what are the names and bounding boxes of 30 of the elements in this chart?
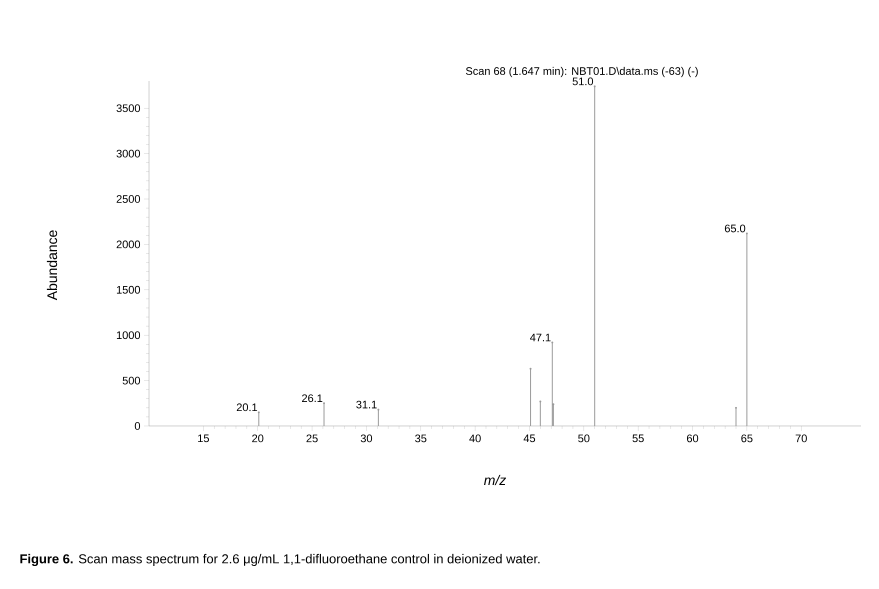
y-tick-label: 2000 [116, 240, 140, 248]
x-tick-label: 20 [252, 434, 264, 442]
x-tick-label: 55 [632, 434, 644, 442]
y-tick-label: 500 [122, 376, 140, 384]
y-tick-label: 0 [134, 422, 140, 430]
annotation: 20.1 [236, 403, 258, 412]
y-tick-label: 1000 [116, 331, 140, 340]
y-tick-label: 3500 [116, 104, 140, 112]
annotation: 65.0 [724, 224, 746, 232]
annotation: 51.0 [572, 77, 594, 86]
annotation: 31.1 [356, 400, 377, 408]
y-tick-label: 3000 [116, 150, 140, 158]
x-tick-label: 70 [796, 434, 807, 442]
x-tick-label: 40 [469, 434, 481, 442]
y-tick-label: 2500 [116, 195, 140, 203]
x-tick-label: 60 [686, 434, 698, 442]
annotation: 26.1 [302, 394, 322, 402]
y-axis-title: Abundance [46, 230, 58, 300]
chart-title: Scan 68 (1.647 min): NBT01.D\data.ms (-63) (-) [466, 66, 698, 78]
x-tick-label: 45 [524, 434, 536, 442]
x-tick-label: 50 [578, 434, 590, 442]
x-axis-title: m/z [484, 474, 506, 486]
annotation: 47.1 [530, 334, 551, 342]
text: Figure 6. Scan mass spectrum for 2.6 μg/mL 1,1-difluoroethane control in deionized water. [20, 554, 540, 566]
x-tick-label: 30 [360, 434, 372, 442]
x-tick-label: 35 [415, 434, 426, 442]
x-tick-label: 15 [198, 434, 209, 442]
x-tick-label: 25 [306, 434, 318, 442]
x-tick-label: 65 [741, 434, 752, 442]
y-tick-label: 1500 [116, 286, 140, 294]
